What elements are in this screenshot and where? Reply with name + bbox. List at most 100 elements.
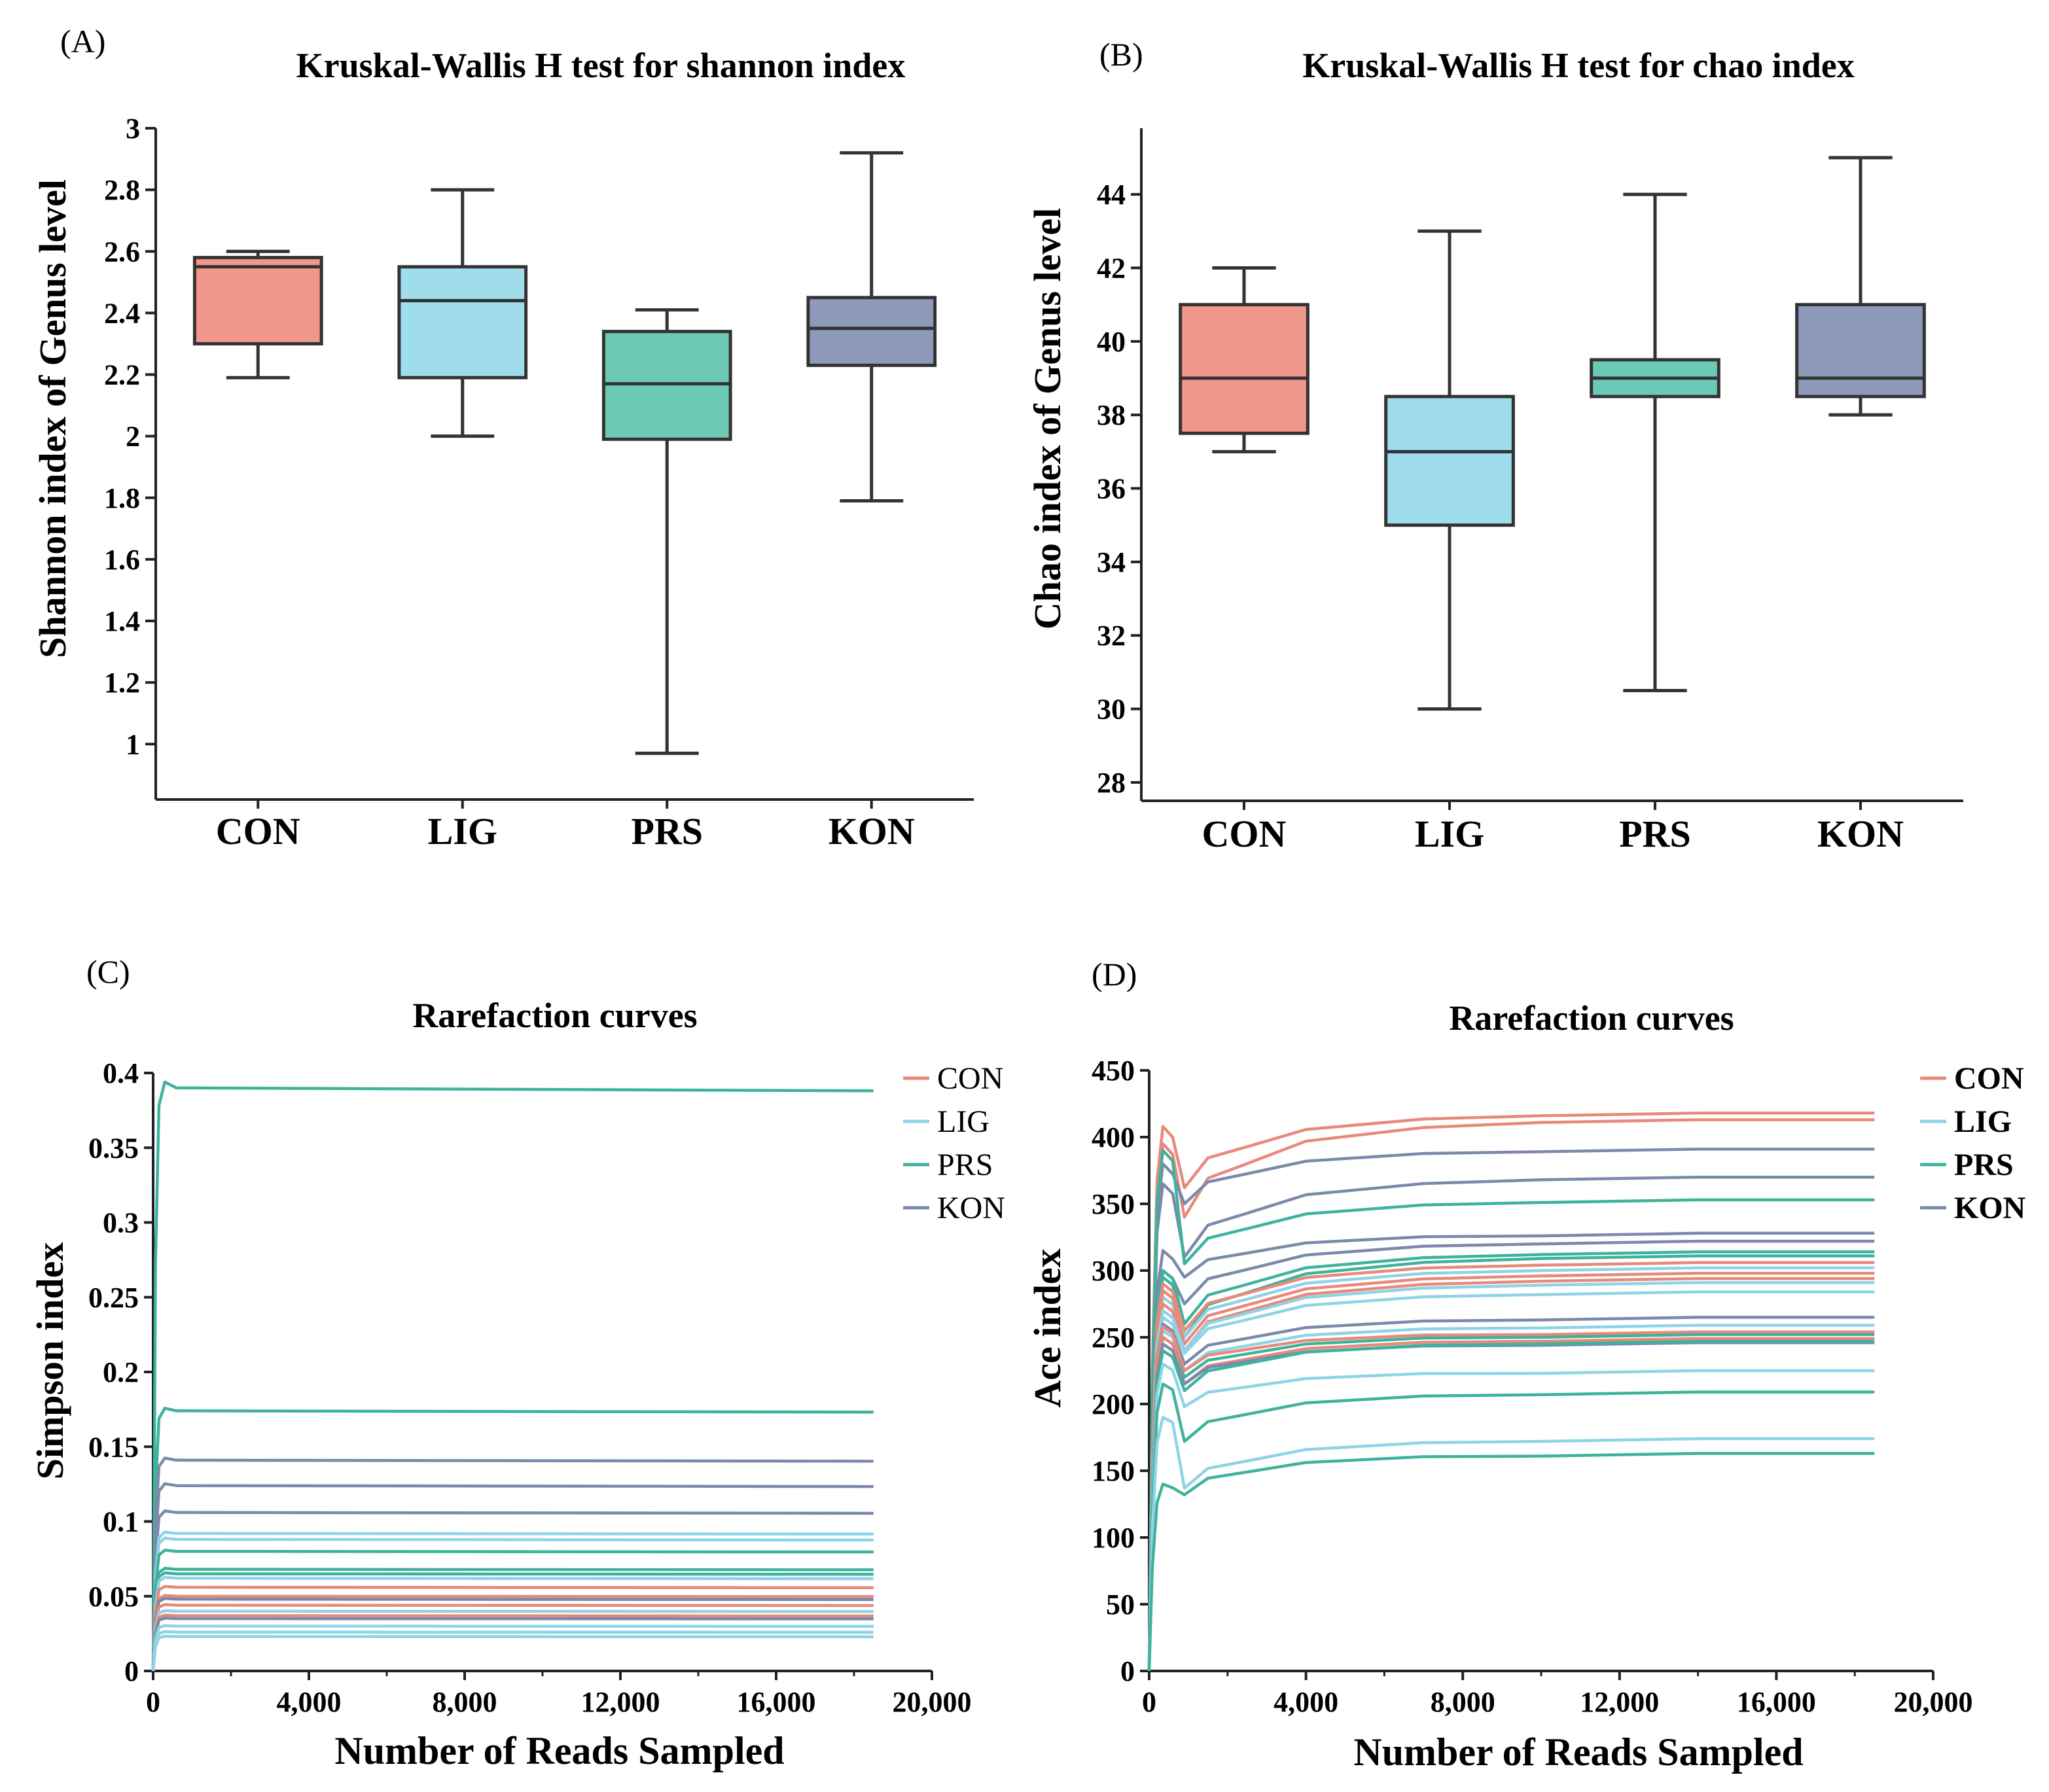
panel-c-y-tick-label: 0 bbox=[124, 1655, 139, 1687]
panel-a-y-tick-label: 2.4 bbox=[104, 297, 140, 329]
panel-b-y-tick-label: 28 bbox=[1097, 767, 1126, 799]
panel-a-y-tick-label: 2 bbox=[126, 421, 140, 453]
panel-d-legend-label-prs: PRS bbox=[1954, 1148, 2014, 1182]
panel-c-x-tick-label: 12,000 bbox=[581, 1686, 660, 1718]
panel-d-legend-label-kon: KON bbox=[1954, 1191, 2026, 1225]
panel-d-y-tick-label: 400 bbox=[1092, 1121, 1135, 1153]
panel-a-box-kon bbox=[806, 151, 937, 502]
panel-d-y-tick-label: 100 bbox=[1092, 1522, 1135, 1554]
panel-d-x-tick-label: 20,000 bbox=[1894, 1686, 1973, 1718]
panel-c-legend-label-prs: PRS bbox=[937, 1148, 993, 1182]
panel-a-category-label: KON bbox=[829, 810, 915, 852]
panel-b-plot: 28 30 32 34 36 38 40 42 44 CON LIG PRS KON bbox=[1097, 128, 1963, 855]
panel-c-curve-lig bbox=[151, 1634, 874, 1672]
panel-c-y-tick-label: 0.3 bbox=[103, 1207, 139, 1239]
panel-a-y-tick-label: 3 bbox=[126, 113, 140, 145]
panel-c-x-tick-label: 0 bbox=[146, 1686, 160, 1718]
panel-c-y-tick-label: 0.1 bbox=[103, 1506, 139, 1538]
panel-d-curve-lig bbox=[1147, 1416, 1875, 1672]
panel-c-legend-label-con: CON bbox=[937, 1061, 1003, 1096]
panel-d-y-tick-label: 50 bbox=[1106, 1589, 1135, 1621]
panel-d-x-tick-label: 4,000 bbox=[1274, 1686, 1338, 1718]
panel-d-xlabel: Number of Reads Sampled bbox=[1353, 1731, 1803, 1774]
panel-d-x-tick-label: 12,000 bbox=[1580, 1686, 1659, 1718]
panel-b-y-tick-label: 38 bbox=[1097, 399, 1126, 431]
panel-c-curve-con bbox=[151, 1613, 874, 1672]
panel-c-y-tick-label: 0.4 bbox=[103, 1057, 139, 1089]
panel-b-y-tick-label: 36 bbox=[1097, 473, 1126, 505]
panel-c-y-tick-label: 0.35 bbox=[88, 1132, 139, 1164]
panel-d-y-tick-label: 450 bbox=[1092, 1055, 1135, 1087]
panel-d-curve-prs bbox=[1147, 1339, 1875, 1672]
panel-c-x-tick-label: 20,000 bbox=[893, 1686, 972, 1718]
panel-d-curve-prs bbox=[1147, 1149, 1875, 1672]
panel-c-curve-lig bbox=[151, 1575, 874, 1672]
panel-d-legend-label-con: CON bbox=[1954, 1061, 2024, 1096]
panel-b-y-tick-label: 32 bbox=[1097, 620, 1126, 652]
panel-d-plot: 0 50 100 150 200 250 300 350 400 450 0 4,000 8,000 12… bbox=[1092, 1055, 2026, 1718]
panel-b-category-label: KON bbox=[1817, 813, 1904, 855]
panel-a-plot: 1 1.2 1.4 1.6 1.8 2 2.2 2.4 2.6 2.8 3 CON LIG PRS KON bbox=[104, 113, 974, 852]
panel-d-curve-con bbox=[1147, 1325, 1875, 1672]
panel-d-x-tick-label: 8,000 bbox=[1431, 1686, 1495, 1718]
panel-b-ylabel: Chao index of Genus level bbox=[1026, 208, 1069, 630]
panel-c-y-tick-label: 0.15 bbox=[88, 1431, 139, 1463]
panel-d-y-tick-label: 200 bbox=[1092, 1388, 1135, 1420]
panel-b-box-prs bbox=[1590, 192, 1720, 692]
panel-d-curve-prs bbox=[1147, 1250, 1875, 1672]
panel-b-label: (B) bbox=[1099, 36, 1143, 73]
panel-b-category-label: CON bbox=[1202, 813, 1287, 855]
panel-b: (B) Kruskal-Wallis H test for chao index… bbox=[1026, 36, 1963, 855]
panel-b-title: Kruskal-Wallis H test for chao index bbox=[1302, 46, 1855, 85]
panel-d-y-tick-label: 350 bbox=[1092, 1188, 1135, 1220]
panel-b-y-tick-label: 42 bbox=[1097, 252, 1126, 284]
panel-b-box-kon bbox=[1795, 156, 1926, 417]
panel-c-curve-prs bbox=[151, 1080, 874, 1672]
panel-d-curve-kon bbox=[1147, 1231, 1875, 1672]
panel-d-label: (D) bbox=[1092, 956, 1137, 993]
panel-a-y-tick-label: 2.6 bbox=[104, 236, 140, 268]
panel-a-box-lig bbox=[397, 188, 528, 438]
panel-c-x-tick-label: 16,000 bbox=[737, 1686, 816, 1718]
panel-c-xlabel: Number of Reads Sampled bbox=[334, 1729, 784, 1772]
panel-c-x-tick-label: 4,000 bbox=[277, 1686, 342, 1718]
panel-a-title: Kruskal-Wallis H test for shannon index bbox=[296, 46, 906, 85]
panel-c: (C) Rarefaction curves Simpson index Num… bbox=[29, 953, 1005, 1772]
panel-b-box-lig bbox=[1384, 229, 1515, 711]
panel-a-label: (A) bbox=[60, 23, 105, 60]
panel-d: (D) Rarefaction curves Ace index Number … bbox=[1026, 956, 2026, 1774]
panel-a-category-label: CON bbox=[216, 810, 300, 852]
panel-c-legend-label-lig: LIG bbox=[937, 1104, 989, 1139]
iqr-box bbox=[1795, 303, 1926, 398]
panel-a: (A) Kruskal-Wallis H test for shannon in… bbox=[31, 23, 974, 852]
panel-a-box-prs bbox=[601, 308, 732, 755]
panel-b-category-label: LIG bbox=[1415, 813, 1484, 855]
panel-a-y-tick-label: 1.2 bbox=[104, 667, 140, 699]
panel-a-y-tick-label: 2.2 bbox=[104, 359, 140, 391]
panel-a-y-tick-label: 1.6 bbox=[104, 544, 140, 576]
panel-a-y-tick-label: 1.8 bbox=[104, 482, 140, 514]
panel-d-legend-label-lig: LIG bbox=[1954, 1104, 2012, 1139]
panel-c-x-tick-label: 8,000 bbox=[433, 1686, 497, 1718]
panel-c-ylabel: Simpson index bbox=[29, 1242, 71, 1480]
panel-d-y-tick-label: 0 bbox=[1120, 1655, 1135, 1687]
panel-d-curve-prs bbox=[1147, 1382, 1875, 1672]
panel-a-ylabel: Shannon index of Genus level bbox=[31, 179, 74, 658]
iqr-box bbox=[806, 296, 937, 367]
panel-b-y-tick-label: 40 bbox=[1097, 326, 1126, 358]
panel-b-y-tick-label: 44 bbox=[1097, 179, 1126, 211]
panel-c-label: (C) bbox=[86, 953, 130, 990]
panel-d-curve-con bbox=[1147, 1335, 1875, 1672]
panel-b-y-tick-label: 30 bbox=[1097, 694, 1126, 726]
panel-c-title: Rarefaction curves bbox=[412, 996, 697, 1035]
panel-b-category-label: PRS bbox=[1619, 813, 1691, 855]
iqr-box bbox=[1179, 303, 1310, 435]
panel-c-curve-kon bbox=[151, 1456, 874, 1672]
panel-d-y-tick-label: 300 bbox=[1092, 1255, 1135, 1287]
panel-c-y-tick-label: 0.2 bbox=[103, 1356, 139, 1388]
panel-b-box-con bbox=[1179, 266, 1310, 453]
panel-a-y-tick-label: 1 bbox=[126, 728, 140, 760]
panel-c-y-tick-label: 0.25 bbox=[88, 1282, 139, 1314]
panel-d-y-tick-label: 250 bbox=[1092, 1322, 1135, 1354]
